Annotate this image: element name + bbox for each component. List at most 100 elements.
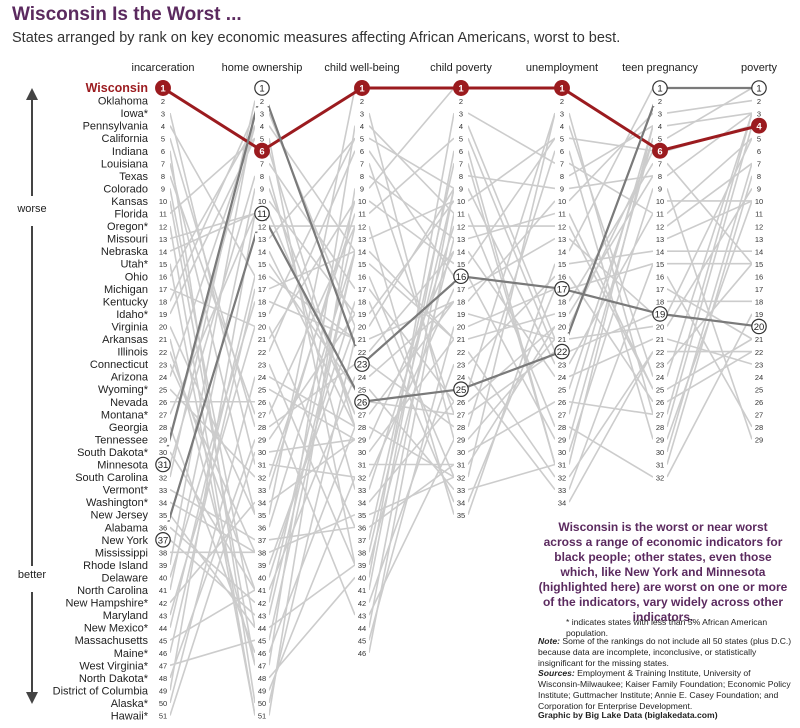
rank-number: 24	[159, 373, 167, 382]
rank-number: 7	[560, 160, 564, 169]
rank-number: 2	[459, 97, 463, 106]
rank-number: 4	[658, 122, 662, 131]
rank-number: 10	[258, 197, 266, 206]
state-line	[268, 426, 356, 654]
rank-number: 24	[358, 373, 366, 382]
column-header: child well-being	[324, 62, 399, 74]
state-line	[169, 388, 256, 478]
rank-number: 49	[159, 687, 167, 696]
rank-number: 27	[656, 411, 664, 420]
state-label: Virginia	[112, 321, 149, 333]
marker-label: 1	[259, 84, 264, 95]
rank-number: 11	[558, 210, 566, 219]
state-line	[169, 451, 256, 591]
rank-number: 8	[260, 172, 264, 181]
rank-number: 9	[658, 185, 662, 194]
marker-label: 37	[158, 535, 169, 546]
highlight-marker	[254, 80, 270, 96]
rank-number: 12	[159, 222, 167, 231]
marker-label: 1	[559, 84, 565, 95]
rank-number: 29	[755, 436, 763, 445]
rank-number: 12	[656, 222, 664, 231]
footnote: * indicates states with less than 5% Afr…	[566, 617, 768, 638]
state-line	[169, 589, 256, 641]
state-label: North Carolina	[77, 585, 149, 597]
state-line	[268, 313, 356, 440]
state-line	[268, 200, 356, 340]
note-text: Some of the rankings do not include all …	[538, 636, 792, 668]
state-line	[169, 288, 256, 328]
rank-number: 19	[558, 310, 566, 319]
rank-number: 7	[459, 160, 463, 169]
marker-label: 16	[456, 272, 467, 283]
rank-number: 38	[358, 549, 366, 558]
rank-number: 38	[258, 549, 266, 558]
rank-number: 26	[656, 398, 664, 407]
rank-number: 15	[755, 260, 763, 269]
rank-number: 35	[457, 511, 465, 520]
rank-number: 41	[258, 586, 266, 595]
rank-number: 42	[358, 599, 366, 608]
column-header: poverty	[741, 62, 778, 74]
rank-number: 36	[159, 523, 167, 532]
rank-number: 3	[560, 109, 564, 118]
rank-number: 29	[457, 436, 465, 445]
rank-number: 13	[558, 235, 566, 244]
state-line	[368, 213, 455, 653]
rank-number: 34	[159, 498, 167, 507]
marker-label: 6	[657, 146, 662, 157]
column-header: child poverty	[430, 62, 492, 74]
state-label: New York	[102, 535, 149, 547]
rank-number: 9	[260, 185, 264, 194]
worse-label: worse	[16, 203, 46, 215]
rank-number: 33	[258, 486, 266, 495]
state-line	[169, 112, 256, 302]
rank-number: 20	[258, 323, 266, 332]
state-line	[568, 125, 654, 465]
marker-label: 20	[754, 322, 765, 333]
marker-label: 25	[456, 385, 467, 396]
rank-number: 22	[358, 348, 366, 357]
rank-number: 40	[358, 574, 366, 583]
rank-number: 7	[757, 160, 761, 169]
state-line	[568, 426, 654, 478]
state-line	[467, 376, 556, 491]
rank-number: 29	[358, 436, 366, 445]
state-line	[368, 238, 455, 566]
rank-number: 21	[755, 335, 763, 344]
rank-number: 3	[260, 109, 264, 118]
state-line	[666, 137, 753, 215]
rank-number: 14	[159, 247, 167, 256]
state-line	[368, 137, 455, 215]
rank-number: 10	[159, 197, 167, 206]
rank-number: 23	[656, 360, 664, 369]
state-line	[568, 112, 654, 202]
rank-number: 41	[358, 586, 366, 595]
rank-number: 13	[457, 235, 465, 244]
rank-number: 30	[558, 448, 566, 457]
marker-label: 1	[359, 84, 365, 95]
state-line	[268, 250, 356, 616]
state-line	[467, 351, 556, 478]
state-line	[368, 112, 455, 440]
state-line	[666, 137, 753, 315]
rank-number: 3	[459, 109, 463, 118]
state-line	[568, 162, 654, 215]
rank-number: 14	[656, 247, 664, 256]
rank-number: 2	[260, 97, 264, 106]
state-label: South Dakota*	[77, 447, 149, 459]
highlight-marker	[155, 531, 171, 548]
state-line	[368, 200, 455, 265]
wisconsin-marker	[254, 142, 270, 159]
rank-number: 4	[161, 122, 165, 131]
rank-number: 31	[558, 461, 566, 470]
rank-number: 15	[656, 260, 664, 269]
state-line	[666, 112, 753, 415]
rank-number: 26	[755, 398, 763, 407]
rank-number: 15	[457, 260, 465, 269]
rank-number: 16	[558, 272, 566, 281]
chart-subtitle: States arranged by rank on key economic …	[12, 30, 621, 46]
state-label: Kansas	[111, 196, 148, 208]
rank-number: 19	[258, 310, 266, 319]
rank-number: 5	[360, 134, 364, 143]
